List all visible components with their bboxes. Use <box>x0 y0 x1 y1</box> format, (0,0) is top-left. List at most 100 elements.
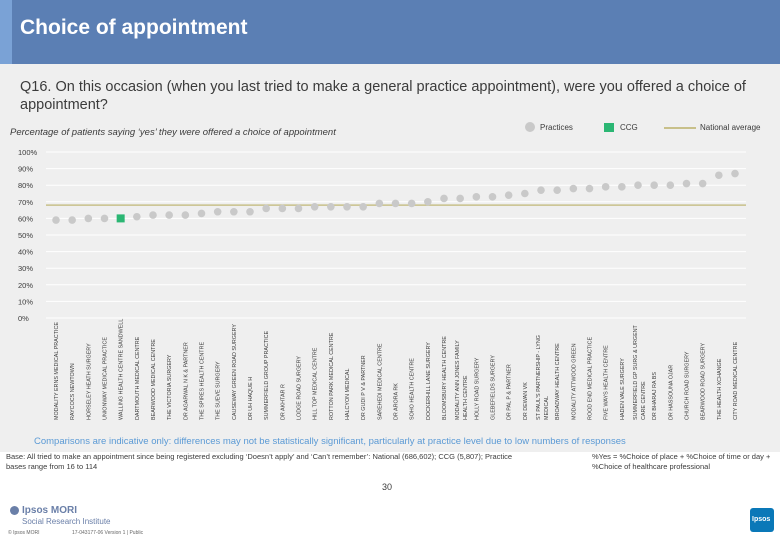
x-tick-label: DR UH HAQUE H <box>248 377 254 420</box>
question-text: Q16. On this occasion (when you last tri… <box>20 79 746 113</box>
practice-point <box>601 183 610 191</box>
chart-subtitle: Percentage of patients saying ‘yes’ they… <box>10 127 336 138</box>
x-tick-label: THE HEALTH XCHANGE <box>717 358 723 420</box>
ccg-point <box>116 214 125 223</box>
practice-point <box>488 193 497 201</box>
x-tick-label: HADEN VALE SURGERY <box>620 358 626 420</box>
x-tick-label: CARE CENTRE <box>641 381 647 420</box>
x-tick-label: HEALTH CENTRE <box>463 375 469 420</box>
practice-point <box>715 171 723 180</box>
practice-point <box>456 194 464 203</box>
practice-point <box>537 186 545 194</box>
logo-subtitle: Social Research Institute <box>22 517 111 526</box>
x-tick-label: THE SPIRES HEALTH CENTRE <box>200 342 206 420</box>
practice-point <box>84 214 93 223</box>
x-tick-label: ROTTON PARK MEDICAL CENTRE <box>329 332 335 420</box>
x-tick-label: BROADWAY HEALTH CENTRE <box>555 343 561 420</box>
title-accent <box>0 0 12 64</box>
base-text: Base: All tried to make an appointment s… <box>6 452 513 471</box>
x-tick-label: DARTMOUTH MEDICAL CENTRE <box>135 336 141 420</box>
y-tick-label: 30% <box>18 264 33 273</box>
x-tick-label: ST PAUL'S PARTNERSHIP - LYNG <box>536 335 542 420</box>
y-tick-label: 60% <box>18 214 33 223</box>
x-tick-label: DR DEWAN VK <box>523 382 529 420</box>
x-tick-label: HILL TOP MEDICAL CENTRE <box>313 347 319 420</box>
practice-point <box>197 209 206 218</box>
x-tick-label: CHURCH ROAD SURGERY <box>685 351 691 420</box>
x-tick-label: LODGE ROAD SURGERY <box>297 356 303 420</box>
page-number: 30 <box>382 482 393 492</box>
practice-point <box>424 198 432 206</box>
practice-point <box>262 204 270 213</box>
practice-point <box>618 183 626 191</box>
x-tick-label: WALLING HEALTH CENTRE SANDWELL <box>119 319 125 420</box>
green-square-icon <box>604 123 614 132</box>
formula-text: %Yes = %Choice of place + %Choice of tim… <box>592 452 771 471</box>
practice-point <box>731 169 739 178</box>
x-tick-label: DR PAL P & PARTNER <box>507 364 513 420</box>
practice-point <box>294 204 303 213</box>
practice-point <box>472 193 481 201</box>
olive-line-icon <box>664 127 696 129</box>
practice-point <box>666 181 675 189</box>
ipsos-logo-icon: Ipsos <box>750 508 774 532</box>
practice-point <box>375 199 384 208</box>
practice-point <box>52 216 60 224</box>
practice-point <box>521 189 529 198</box>
x-tick-label: DR AGARWAL N K & PARTNER <box>183 342 189 420</box>
y-tick-label: 40% <box>18 248 33 257</box>
copyright: © Ipsos MORI <box>8 530 40 536</box>
x-tick-label: UNIONWAY MEDICAL PRACTICE <box>103 337 109 420</box>
content-panel <box>0 64 780 486</box>
practice-point <box>650 181 658 189</box>
y-tick-label: 70% <box>18 198 33 207</box>
practice-point <box>100 214 109 223</box>
x-tick-label: DR HASSOUNA OJAR <box>668 365 674 420</box>
practice-point <box>698 179 707 188</box>
version-label: 17-043177-06 Version 1 | Public <box>72 530 144 536</box>
x-tick-label: ROOD END MEDICAL PRACTICE <box>588 337 594 420</box>
y-tick-label: 50% <box>18 231 33 240</box>
practice-point <box>634 181 642 189</box>
ipsos-logo-text: Ipsos <box>752 516 771 523</box>
practice-point <box>407 199 416 208</box>
practice-point <box>504 191 513 199</box>
x-tick-label: BEARWOOD MEDICAL CENTRE <box>151 339 157 420</box>
x-tick-label: CITY ROAD MEDICAL CENTRE <box>733 341 739 420</box>
practice-point <box>213 207 222 216</box>
practice-point <box>343 202 351 211</box>
y-tick-label: 100% <box>18 148 38 157</box>
legend-label: National average <box>700 123 761 132</box>
x-tick-label: MODALITY ANN JONES FAMILY <box>455 340 461 420</box>
x-tick-label: FIVE WAYS HEALTH CENTRE <box>604 345 610 420</box>
practice-point <box>682 179 691 188</box>
page-title: Choice of appointment <box>20 16 248 39</box>
legend-label: Practices <box>540 123 573 132</box>
logo-name: Ipsos MORI <box>22 505 78 516</box>
x-tick-label: SUMMERFIELD GROUP PRACTICE <box>264 330 270 420</box>
x-tick-label: DR GUDI P V & PARTNER <box>361 355 367 420</box>
x-tick-label: THE VICTORIA SURGERY <box>167 354 173 420</box>
practice-point <box>68 216 76 224</box>
practice-point <box>181 211 190 219</box>
ipsos-mori-logo-icon <box>10 506 19 515</box>
x-tick-label: BEARWOOD ROAD SURGERY <box>701 343 707 420</box>
practice-point <box>310 202 319 211</box>
x-tick-label: SAREHEDI MEDICAL CENTRE <box>377 343 383 420</box>
practice-point <box>230 207 238 216</box>
x-tick-label: MODALITY ATTWOOD GREEN <box>571 343 577 420</box>
practice-point <box>553 186 561 194</box>
x-tick-label: HALCYON MEDICAL <box>345 368 351 420</box>
chart-legend: Practices CCG National average <box>0 122 780 136</box>
x-tick-label: THE SUEVE SURGERY <box>216 361 222 420</box>
practice-point <box>246 207 254 216</box>
x-tick-label: MODALITY ERNS MEDICAL PRACTICE <box>54 322 60 420</box>
y-tick-label: 20% <box>18 281 33 290</box>
practice-point <box>440 194 448 203</box>
x-tick-label: SOHO HEALTH CENTRE <box>410 358 416 420</box>
x-tick-label: DOCKERHILL LANE SURGERY <box>426 342 432 420</box>
practice-point <box>585 184 594 193</box>
practice-point <box>359 202 367 211</box>
legend-label: CCG <box>620 123 638 132</box>
